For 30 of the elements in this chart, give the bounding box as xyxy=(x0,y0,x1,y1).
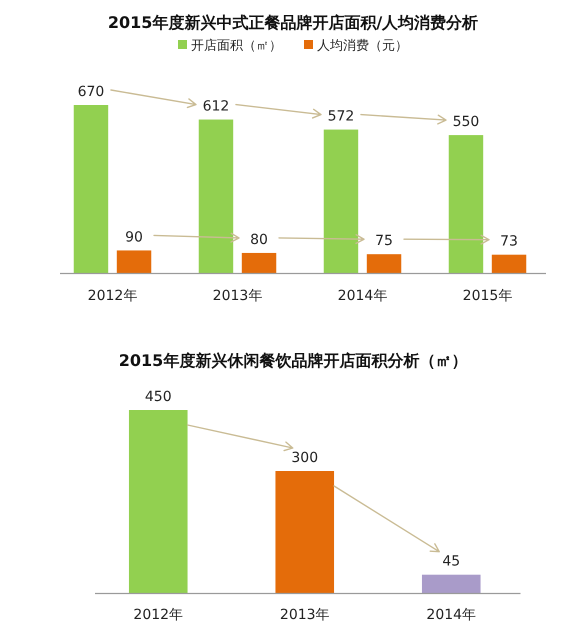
legend-label: 开店面积（㎡） xyxy=(191,38,282,54)
data-label: 572 xyxy=(328,108,354,125)
data-label: 80 xyxy=(250,232,268,248)
x-tick-label: 2013年 xyxy=(280,607,330,623)
x-tick-label: 2014年 xyxy=(338,288,388,304)
bar xyxy=(492,254,526,273)
x-tick-label: 2013年 xyxy=(212,288,262,304)
bar xyxy=(116,250,152,273)
data-label: 90 xyxy=(125,229,143,246)
bar xyxy=(242,252,276,273)
data-label: 45 xyxy=(442,554,460,570)
data-label: 300 xyxy=(291,450,318,466)
bar xyxy=(366,254,402,273)
data-label: 450 xyxy=(144,389,172,405)
data-label: 670 xyxy=(78,84,104,100)
data-label: 550 xyxy=(452,114,480,130)
data-label: 612 xyxy=(202,98,230,115)
bar xyxy=(324,130,358,273)
bar xyxy=(198,120,234,273)
chart-title: 2015年度新兴休闲餐饮品牌开店面积分析（㎡） xyxy=(118,351,468,370)
legend-label: 人均消费（元） xyxy=(317,38,408,54)
data-label: 75 xyxy=(375,233,393,250)
x-tick-label: 2014年 xyxy=(426,607,476,623)
bar xyxy=(74,105,108,273)
x-tick-label: 2015年 xyxy=(462,288,512,304)
x-tick-label: 2012年 xyxy=(88,288,138,304)
bar xyxy=(448,135,484,273)
chart-title: 2015年度新兴中式正餐品牌开店面积/人均消费分析 xyxy=(108,13,478,32)
data-label: 73 xyxy=(500,234,518,250)
x-tick-label: 2012年 xyxy=(133,607,184,623)
